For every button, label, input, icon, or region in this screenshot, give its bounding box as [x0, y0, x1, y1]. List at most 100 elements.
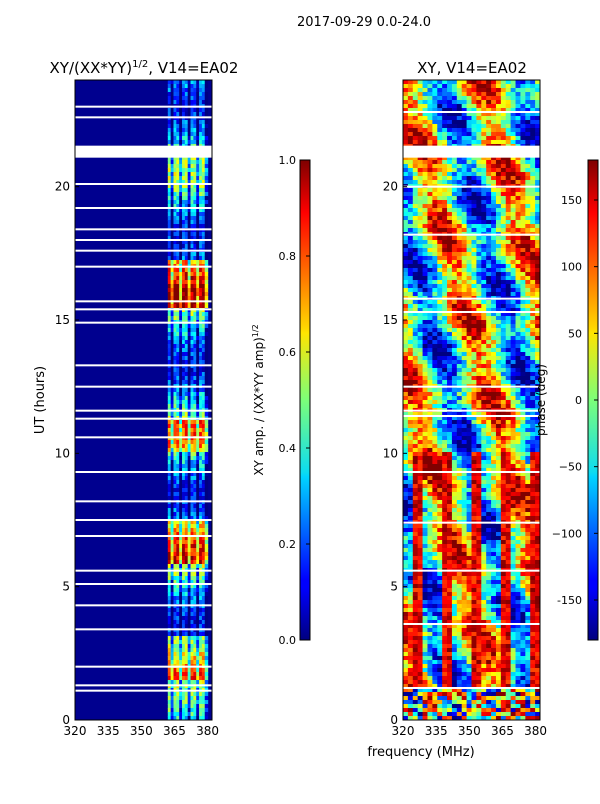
- right-heatmap-cell: [467, 188, 472, 193]
- right-heatmap-cell: [408, 100, 413, 105]
- right-heatmap-cell: [476, 100, 481, 105]
- right-heatmap-cell: [462, 372, 467, 377]
- right-heatmap-cell: [525, 208, 530, 213]
- right-heatmap-cell: [481, 328, 486, 333]
- right-heatmap-cell: [511, 392, 516, 397]
- right-heatmap-cell: [457, 452, 462, 457]
- right-heatmap-cell: [481, 168, 486, 173]
- right-heatmap-cell: [408, 380, 413, 385]
- right-heatmap-cell: [472, 168, 477, 173]
- left-heatmap-cell: [205, 400, 208, 405]
- right-heatmap-cell: [476, 456, 481, 461]
- right-heatmap-cell: [520, 216, 525, 221]
- right-heatmap-cell: [476, 260, 481, 265]
- right-heatmap-cell: [437, 248, 442, 253]
- right-heatmap-cell: [437, 188, 442, 193]
- right-heatmap-cell: [418, 88, 423, 93]
- right-heatmap-cell: [437, 376, 442, 381]
- right-heatmap-cell: [520, 288, 525, 293]
- right-heatmap-cell: [408, 320, 413, 325]
- right-heatmap-cell: [511, 248, 516, 253]
- right-heatmap-cell: [423, 212, 428, 217]
- left-heatmap-cell: [205, 608, 208, 613]
- right-heatmap-cell: [467, 364, 472, 369]
- right-heatmap-cell: [506, 420, 511, 425]
- right-heatmap-cell: [496, 120, 501, 125]
- right-heatmap-cell: [462, 284, 467, 289]
- left-heatmap-cell: [205, 504, 208, 509]
- right-heatmap-cell: [501, 136, 506, 141]
- right-heatmap-cell: [491, 228, 496, 233]
- right-heatmap-cell: [408, 448, 413, 453]
- right-heatmap-cell: [491, 252, 496, 257]
- left-heatmap-cell: [205, 672, 208, 677]
- right-heatmap-cell: [403, 348, 408, 353]
- right-heatmap-cell: [511, 368, 516, 373]
- right-heatmap-cell: [423, 288, 428, 293]
- right-heatmap-cell: [530, 160, 535, 165]
- right-heatmap-cell: [408, 260, 413, 265]
- right-heatmap-cell: [447, 460, 452, 465]
- right-heatmap-cell: [476, 216, 481, 221]
- right-heatmap-cell: [525, 436, 530, 441]
- right-heatmap-cell: [481, 452, 486, 457]
- right-heatmap-cell: [462, 404, 467, 409]
- left-data-gap-22: [75, 228, 212, 230]
- right-heatmap-cell: [491, 420, 496, 425]
- left-heatmap-cell: [205, 120, 208, 125]
- right-heatmap-cell: [476, 180, 481, 185]
- right-heatmap-cell: [476, 284, 481, 289]
- right-heatmap-cell: [496, 196, 501, 201]
- right-heatmap-cell: [472, 248, 477, 253]
- left-data-gap-14: [75, 386, 212, 388]
- right-heatmap-cell: [452, 460, 457, 465]
- right-heatmap-cell: [506, 276, 511, 281]
- right-heatmap-cell: [481, 240, 486, 245]
- right-heatmap-cell: [403, 128, 408, 133]
- right-heatmap-cell: [418, 396, 423, 401]
- right-heatmap-cell: [472, 460, 477, 465]
- right-heatmap-cell: [452, 188, 457, 193]
- right-heatmap-cell: [511, 120, 516, 125]
- right-heatmap-cell: [511, 260, 516, 265]
- right-heatmap-cell: [476, 88, 481, 93]
- right-heatmap-cell: [457, 124, 462, 129]
- right-heatmap-cell: [530, 88, 535, 93]
- right-heatmap-cell: [403, 120, 408, 125]
- right-heatmap: [403, 80, 541, 721]
- right-heatmap-cell: [516, 424, 521, 429]
- right-heatmap-cell: [476, 172, 481, 177]
- right-heatmap-cell: [447, 440, 452, 445]
- left-data-gap-17: [75, 308, 212, 310]
- right-heatmap-cell: [432, 80, 437, 85]
- right-heatmap-cell: [511, 220, 516, 225]
- left-heatmap-cell: [205, 432, 208, 437]
- left-heatmap-cell: [205, 128, 208, 133]
- right-heatmap-cell: [491, 368, 496, 373]
- right-heatmap-cell: [427, 120, 432, 125]
- right-heatmap-cell: [506, 348, 511, 353]
- left-heatmap-cell: [205, 268, 208, 273]
- right-heatmap-cell: [501, 376, 506, 381]
- right-heatmap-cell: [525, 344, 530, 349]
- right-heatmap-cell: [457, 132, 462, 137]
- right-heatmap-cell: [506, 260, 511, 265]
- right-heatmap-cell: [437, 132, 442, 137]
- right-heatmap-cell: [525, 324, 530, 329]
- right-heatmap-cell: [432, 352, 437, 357]
- right-heatmap-cell: [442, 192, 447, 197]
- right-heatmap-cell: [423, 300, 428, 305]
- right-heatmap-cell: [462, 304, 467, 309]
- right-heatmap-cell: [472, 456, 477, 461]
- right-heatmap-cell: [476, 428, 481, 433]
- right-heatmap-cell: [457, 80, 462, 85]
- right-heatmap-cell: [496, 264, 501, 269]
- right-heatmap-cell: [432, 304, 437, 309]
- right-heatmap-cell: [462, 136, 467, 141]
- left-data-gap-4: [75, 604, 212, 606]
- right-heatmap-cell: [442, 100, 447, 105]
- right-heatmap-cell: [447, 208, 452, 213]
- right-heatmap-cell: [408, 460, 413, 465]
- right-heatmap-cell: [491, 372, 496, 377]
